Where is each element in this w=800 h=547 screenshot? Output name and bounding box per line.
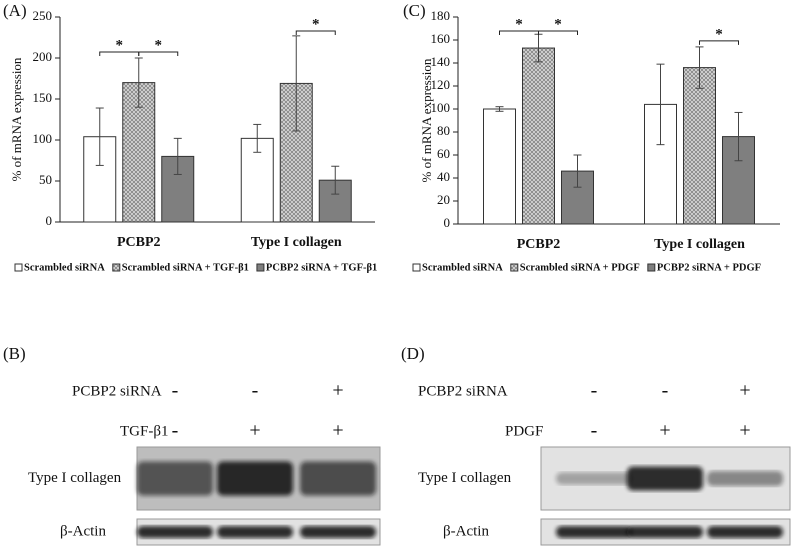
condition-sign: +: [249, 420, 260, 442]
condition-sign: -: [591, 380, 598, 402]
band-label: β-Actin: [60, 523, 106, 539]
y-tick-label: 140: [431, 54, 451, 69]
x-tick-label: Type I collagen: [654, 237, 745, 252]
band: [627, 466, 703, 491]
band: [707, 526, 783, 538]
band: [556, 526, 632, 538]
panel-label: (C): [403, 1, 426, 20]
error-bar: [173, 137, 182, 175]
legend-label: PCBP2 siRNA + TGF-β1: [266, 262, 377, 273]
panel-label: (B): [3, 344, 26, 363]
error-bar: [95, 107, 104, 166]
y-tick-label: 0: [444, 215, 451, 230]
condition-label: TGF-β1: [120, 423, 168, 439]
legend-swatch: [510, 263, 519, 272]
y-tick-label: 100: [33, 131, 53, 146]
condition-sign: -: [252, 380, 259, 402]
error-bar: [495, 106, 504, 112]
y-tick-label: 100: [431, 100, 451, 115]
y-axis-label: % of mRNA expression: [9, 57, 24, 181]
significance-label: *: [312, 16, 320, 32]
condition-sign: +: [659, 420, 670, 442]
significance-label: *: [155, 37, 163, 53]
y-tick-label: 40: [437, 169, 450, 184]
legend-swatch: [647, 263, 656, 272]
band: [137, 461, 213, 496]
bar: [161, 155, 195, 223]
y-tick-label: 250: [33, 8, 53, 23]
condition-sign: +: [332, 380, 343, 402]
significance-bracket: [538, 30, 578, 35]
y-axis-label: % of mRNA expression: [419, 58, 434, 182]
condition-sign: -: [591, 420, 598, 442]
x-tick-label: Type I collagen: [251, 235, 342, 250]
error-bar: [656, 63, 665, 146]
band: [137, 526, 213, 538]
condition-sign: -: [172, 420, 179, 442]
significance-label: *: [715, 26, 723, 42]
band: [556, 472, 632, 485]
error-bar: [134, 57, 143, 108]
band: [300, 526, 376, 538]
y-tick-label: 0: [46, 213, 53, 228]
condition-label: PCBP2 siRNA: [72, 383, 162, 399]
condition-sign: +: [739, 380, 750, 402]
band: [217, 461, 293, 496]
condition-label: PDGF: [505, 423, 543, 439]
significance-label: *: [515, 16, 523, 32]
bar: [483, 108, 516, 225]
panel-label: (A): [3, 1, 27, 20]
condition-sign: -: [662, 380, 669, 402]
bar: [683, 67, 716, 225]
band: [627, 526, 703, 538]
significance-bracket: [295, 30, 336, 35]
legend-swatch: [14, 263, 23, 272]
error-bar: [734, 111, 743, 162]
y-tick-label: 150: [33, 90, 53, 105]
y-tick-label: 60: [437, 146, 450, 161]
legend-swatch: [256, 263, 265, 272]
band-label: Type I collagen: [28, 470, 122, 486]
bar: [522, 47, 555, 225]
y-tick-label: 50: [39, 172, 52, 187]
condition-label: PCBP2 siRNA: [418, 383, 508, 399]
y-tick-label: 20: [437, 192, 450, 207]
legend-label: Scrambled siRNA: [24, 262, 105, 273]
y-tick-label: 200: [33, 49, 53, 64]
error-bar: [573, 154, 582, 188]
significance-bracket: [138, 51, 179, 56]
condition-sign: -: [172, 380, 179, 402]
error-bar: [331, 165, 340, 195]
legend-swatch: [412, 263, 421, 272]
panel-label: (D): [401, 344, 425, 363]
error-bar: [253, 123, 262, 153]
condition-sign: +: [332, 420, 343, 442]
condition-sign: +: [739, 420, 750, 442]
y-tick-label: 120: [431, 77, 451, 92]
significance-label: *: [554, 16, 562, 32]
band-label: β-Actin: [443, 523, 489, 539]
legend-label: Scrambled siRNA: [422, 262, 503, 273]
band-label: Type I collagen: [418, 470, 512, 486]
error-bar: [292, 35, 301, 132]
band: [217, 526, 293, 538]
x-tick-label: PCBP2: [517, 237, 561, 252]
legend-label: PCBP2 siRNA + PDGF: [657, 262, 761, 273]
y-tick-label: 80: [437, 123, 450, 138]
legend-swatch: [112, 263, 121, 272]
significance-bracket: [699, 40, 739, 45]
y-tick-label: 160: [431, 31, 451, 46]
band: [707, 471, 783, 486]
legend-label: Scrambled siRNA + PDGF: [520, 262, 640, 273]
y-tick-label: 180: [431, 8, 451, 23]
x-tick-label: PCBP2: [117, 235, 161, 250]
band: [300, 461, 376, 496]
error-bar: [695, 46, 704, 89]
legend-label: Scrambled siRNA + TGF-β1: [122, 262, 249, 273]
significance-label: *: [116, 37, 124, 53]
